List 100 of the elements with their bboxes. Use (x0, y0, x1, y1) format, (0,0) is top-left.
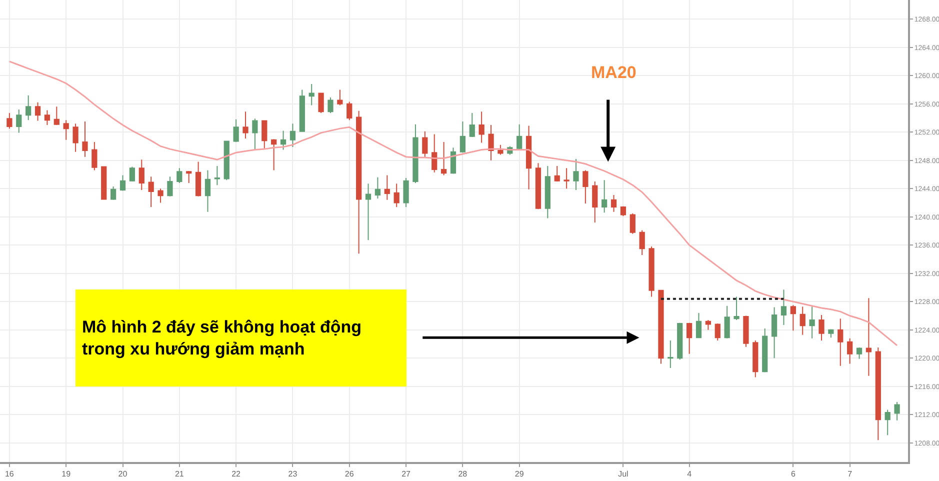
candlestick (790, 304, 796, 332)
candlestick (460, 121, 466, 154)
candlestick (299, 89, 305, 132)
candlestick (384, 174, 390, 200)
x-tick-label: 7 (848, 470, 853, 479)
x-tick-label: 28 (458, 470, 468, 479)
candlestick (92, 141, 98, 171)
candlestick (856, 347, 862, 360)
candlestick (412, 124, 418, 184)
x-tick-label: 4 (687, 470, 692, 479)
candlestick (337, 89, 343, 106)
candlestick (271, 138, 277, 171)
candlestick (26, 94, 32, 121)
candlestick (262, 120, 268, 149)
candlestick (743, 315, 749, 348)
candlestick (432, 134, 438, 173)
candlestick (582, 170, 588, 204)
candlestick (308, 84, 314, 106)
candlestick (252, 118, 258, 150)
candlestick (564, 168, 570, 190)
candlestick (554, 166, 560, 182)
candlestick (714, 323, 720, 341)
candlestick (82, 121, 88, 158)
candlestick (894, 401, 900, 421)
x-tick-label: 23 (288, 470, 298, 479)
candlestick (356, 110, 362, 254)
candlestick (884, 409, 890, 436)
candlestick (602, 180, 608, 214)
candlestick (866, 298, 872, 376)
candlestick (34, 102, 41, 122)
x-tick-label: 19 (62, 470, 72, 479)
candlestick (818, 314, 824, 341)
candlestick (318, 92, 324, 114)
candlestick (394, 183, 400, 208)
candlestick (875, 347, 881, 441)
candlestick (290, 123, 296, 148)
candlestick (280, 130, 286, 150)
candlestick (847, 338, 853, 364)
candlestick (705, 320, 712, 330)
candlestick (195, 161, 202, 197)
candlestick (686, 322, 692, 354)
candlestick (6, 112, 12, 130)
candlestick (158, 188, 164, 204)
candlestick (544, 166, 550, 219)
x-tick-label: 20 (118, 470, 128, 479)
candlestick (535, 162, 542, 210)
x-tick-label: 22 (232, 470, 242, 479)
candlestick (233, 118, 239, 142)
candlestick (374, 176, 381, 199)
candlestick (752, 340, 758, 378)
candlestick (620, 206, 626, 217)
x-tick-label: 29 (514, 470, 524, 479)
candlestick (658, 290, 664, 364)
candlestick (771, 306, 778, 359)
candlestick (677, 322, 683, 360)
candlestick (478, 111, 484, 144)
candlestick (422, 130, 428, 158)
candlestick (403, 178, 409, 208)
candlestick (110, 186, 116, 200)
annotation: Mô hình 2 đáy sẽ không hoạt động trong xu hướng giảm mạnh (82, 317, 362, 359)
candlestick (148, 176, 154, 208)
candlestick (204, 170, 211, 212)
x-tick-label: 27 (402, 470, 412, 479)
candlestick (838, 318, 844, 366)
x-tick-label: 21 (174, 470, 184, 479)
candlestick (724, 305, 730, 339)
candlestick (630, 212, 636, 234)
candlestick (440, 141, 447, 176)
candlestick (516, 124, 522, 150)
candlestick (488, 124, 494, 161)
x-tick-label: 26 (344, 470, 354, 479)
candlestick (54, 106, 60, 126)
candlestick (224, 140, 230, 181)
candlestick (498, 144, 504, 156)
candlestick (138, 159, 144, 191)
candlestick (129, 166, 136, 182)
candlestick (592, 181, 598, 224)
candlestick (346, 101, 352, 121)
x-tick-label: 16 (4, 470, 14, 479)
candlestick (328, 96, 334, 114)
candlestick (526, 125, 532, 190)
candlestick (72, 123, 78, 152)
candlestick (101, 166, 107, 200)
candlestick (573, 158, 579, 191)
candlestick (800, 306, 806, 336)
x-tick-label: 6 (790, 470, 796, 479)
candlestick (16, 109, 22, 134)
candlestick (63, 120, 69, 140)
candlestick (809, 306, 815, 339)
candlestick (639, 230, 645, 256)
candlestick (668, 340, 674, 369)
candlestick (214, 166, 220, 186)
candlestick (780, 289, 787, 326)
candlestick (242, 111, 248, 139)
annotation: MA20 (591, 63, 636, 82)
candlestick (648, 246, 654, 298)
candlestick (167, 176, 173, 197)
candlestick (450, 147, 456, 174)
x-tick-label: Jul (618, 470, 629, 479)
candlestick (120, 174, 126, 192)
